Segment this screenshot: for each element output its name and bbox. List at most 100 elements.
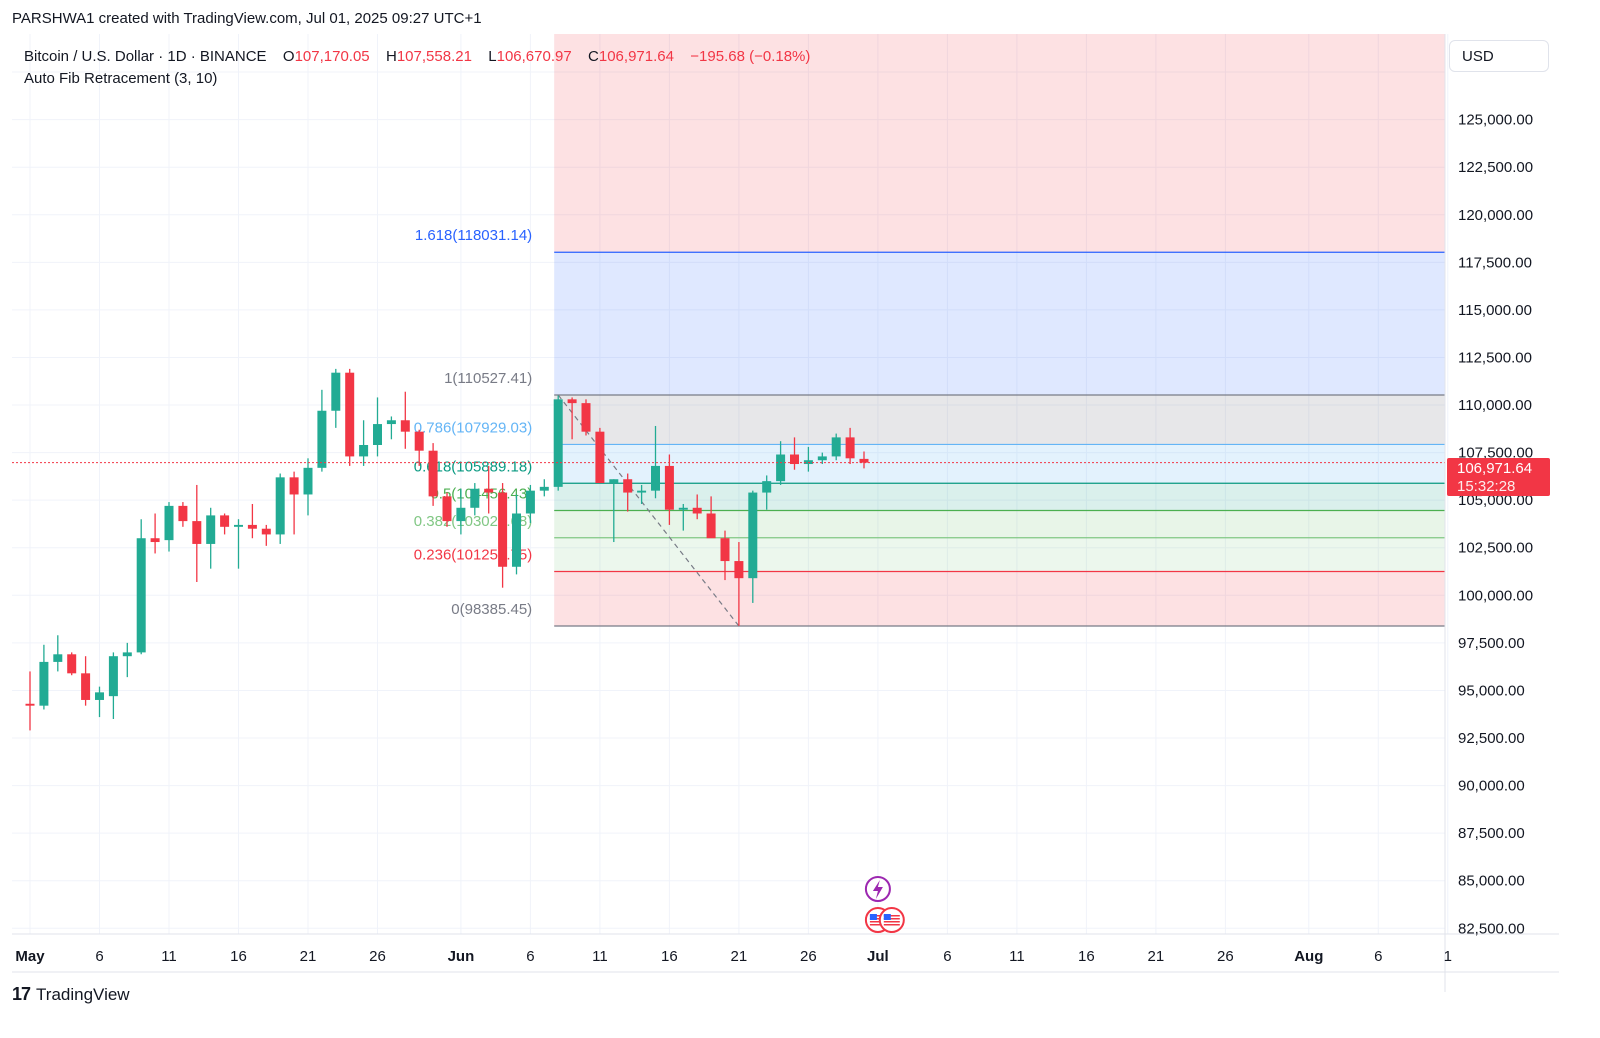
fib-trend-line: [557, 394, 740, 627]
time-axis-label: 16: [661, 948, 678, 965]
low-label: L: [488, 48, 497, 65]
candle-body: [734, 561, 744, 579]
candle-body: [539, 486, 549, 491]
open-label: O: [282, 48, 295, 65]
candle-body: [247, 524, 257, 529]
price-chart[interactable]: 1.618(118031.14) 1(110527.41) 0.786(107929…: [12, 34, 1559, 992]
candle-body: [678, 507, 688, 510]
candle-body: [81, 673, 91, 700]
change-value: −195.68 (−0.18%): [690, 48, 811, 65]
price-axis-label: 105,000.00: [1458, 492, 1533, 509]
candle-body: [192, 521, 202, 544]
price-axis-label: 112,500.00: [1458, 349, 1532, 366]
candle-body: [95, 692, 104, 700]
candle-body: [859, 458, 869, 463]
fib-band: [554, 483, 1445, 511]
time-axis-label: 21: [300, 948, 317, 965]
flag-stripe: [883, 924, 900, 926]
time-axis-label: 16: [1078, 948, 1095, 965]
symbol-label[interactable]: Bitcoin / U.S. Dollar · 1D · BINANCE: [24, 48, 267, 65]
time-axis-label: 11: [1009, 948, 1025, 965]
legend-ohlc-row: Bitcoin / U.S. Dollar · 1D · BINANCE O10…: [24, 46, 810, 68]
time-axis-label: 26: [800, 948, 817, 965]
candle-body: [470, 488, 480, 508]
candle-body: [373, 424, 382, 445]
price-axis-label: 87,500.00: [1458, 825, 1525, 842]
candle-body: [400, 420, 410, 432]
price-axis-label: 100,000.00: [1458, 587, 1533, 604]
price-axis-label: 117,500.00: [1458, 254, 1532, 271]
fib-band: [554, 34, 1445, 253]
candle-body: [25, 703, 35, 706]
fib-level-label: 0.618(105889.18): [414, 458, 532, 475]
time-axis-label: 6: [95, 948, 103, 965]
price-axis-label: 82,500.00: [1458, 920, 1525, 937]
time-axis-label: 26: [1217, 948, 1234, 965]
candle-body: [595, 431, 605, 484]
time-axis-label: 21: [1148, 948, 1165, 965]
high-label: H: [386, 48, 397, 65]
candle-body: [706, 513, 716, 539]
tradingview-logo-text: TradingView: [36, 984, 130, 1004]
close-value: 106,971.64: [598, 48, 674, 65]
last-price-tag: 106,971.64 15:32:28: [1447, 458, 1550, 496]
price-axis-label: 110,000.00: [1458, 397, 1532, 414]
tradingview-logo-icon: 17: [12, 984, 31, 1004]
candle-body: [845, 437, 855, 459]
low-value: 106,670.97: [496, 48, 572, 65]
candle-body: [609, 479, 619, 484]
open-value: 107,170.05: [294, 48, 370, 65]
time-axis-label: 11: [592, 948, 608, 965]
candle-body: [720, 538, 730, 562]
chart-area[interactable]: 1.618(118031.14) 1(110527.41) 0.786(107929…: [12, 34, 1559, 992]
bar-countdown: 15:32:28: [1457, 478, 1516, 495]
tradingview-logo[interactable]: 17 TradingView: [12, 984, 130, 1005]
fib-level-label: 0(98385.45): [451, 601, 532, 618]
candle-body: [567, 399, 577, 404]
time-axis-label: Aug: [1294, 948, 1323, 965]
candle-body: [442, 496, 452, 522]
price-axis-label: 102,500.00: [1458, 540, 1533, 557]
candle-body: [623, 479, 633, 493]
candle-body: [386, 420, 396, 425]
currency-button[interactable]: USD: [1449, 40, 1549, 72]
flag-stripe: [869, 918, 886, 920]
fib-level-label: 1(110527.41): [444, 370, 532, 387]
candle-body: [317, 410, 327, 468]
candle-body: [206, 515, 216, 544]
candle-body: [748, 492, 758, 579]
indicator-label[interactable]: Auto Fib Retracement (3, 10): [24, 70, 218, 87]
candle-body: [803, 460, 813, 465]
price-axis-label: 97,500.00: [1458, 635, 1525, 652]
candle-body: [651, 465, 660, 491]
candle-body: [331, 372, 341, 411]
time-axis-label: 11: [161, 948, 177, 965]
time-axis-label: 1: [1444, 948, 1452, 965]
price-axis-label: 120,000.00: [1458, 207, 1533, 224]
candle-body: [39, 661, 49, 706]
flag-stripe: [869, 915, 886, 917]
fib-band: [554, 395, 1445, 445]
candle-body: [345, 372, 355, 457]
fib-band: [554, 252, 1445, 396]
fib-band: [554, 571, 1445, 627]
price-axis-label: 92,500.00: [1458, 730, 1525, 747]
time-axis-label: 6: [1374, 948, 1382, 965]
candle-body: [67, 654, 77, 674]
candle-body: [831, 437, 841, 457]
price-axis-label: 122,500.00: [1458, 159, 1533, 176]
candle-body: [428, 450, 438, 497]
attribution-text: PARSHWA1 created with TradingView.com, J…: [12, 10, 482, 27]
candle-body: [150, 538, 160, 543]
candle-body: [220, 515, 230, 527]
time-axis-label: Jul: [867, 948, 889, 965]
candle-body: [525, 490, 535, 514]
last-price-value: 106,971.64: [1457, 460, 1533, 477]
flag-stripe: [869, 921, 886, 923]
candle-body: [790, 454, 799, 465]
candle-body: [692, 507, 702, 514]
candle-body: [762, 481, 772, 493]
flag-canton: [883, 914, 891, 920]
candle-body: [484, 488, 494, 493]
fib-band: [554, 510, 1445, 538]
